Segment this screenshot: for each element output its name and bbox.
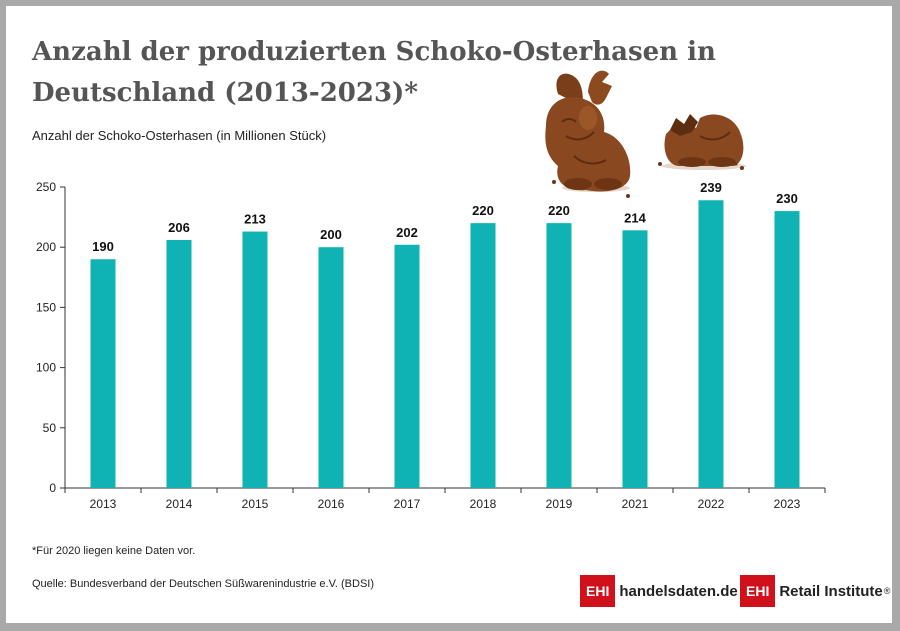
bar-2023: [774, 211, 800, 488]
x-tick-label-2016: 2016: [318, 497, 345, 511]
bar-2015: [242, 231, 268, 488]
bar-2019: [546, 223, 572, 488]
retail-institute-logo[interactable]: EHI Retail Institute ®: [740, 574, 890, 608]
handelsdaten-text: handelsdaten.de: [619, 582, 738, 600]
x-tick-label-2022: 2022: [698, 497, 725, 511]
infographic-card: Anzahl der produzierten Schoko-Osterhase…: [6, 6, 892, 623]
data-label-2021: 214: [624, 210, 646, 225]
bar-2022: [698, 200, 724, 488]
y-tick-label: 0: [49, 481, 56, 495]
bar-2017: [394, 244, 420, 488]
x-tick-label-2014: 2014: [166, 497, 193, 511]
x-tick-label-2018: 2018: [470, 497, 497, 511]
data-label-2023: 230: [776, 191, 798, 206]
data-label-2013: 190: [92, 239, 114, 254]
data-label-2022: 239: [700, 180, 722, 195]
data-label-2014: 206: [168, 220, 190, 235]
handelsdaten-logo[interactable]: EHI handelsdaten.de: [580, 574, 738, 608]
bar-2018: [470, 223, 496, 488]
y-axis-subtitle: Anzahl der Schoko-Osterhasen (in Million…: [32, 128, 327, 143]
footnote: *Für 2020 liegen keine Daten vor.: [32, 545, 196, 557]
x-tick-label-2017: 2017: [394, 497, 421, 511]
bar-2013: [90, 259, 116, 488]
bitten-bunny-icon: [658, 114, 746, 170]
data-label-2019: 220: [548, 203, 570, 218]
y-tick-label: 250: [36, 180, 56, 194]
data-label-2018: 220: [472, 203, 494, 218]
y-tick-label: 50: [43, 421, 57, 435]
data-label-2015: 213: [244, 212, 266, 227]
source-note: Quelle: Bundesverband der Deutschen Süßw…: [32, 578, 375, 590]
chocolate-bunnies-illustration: [545, 70, 746, 198]
bar-2021: [622, 230, 648, 488]
y-tick-label: 200: [36, 240, 56, 254]
chart-title: Anzahl der produzierten Schoko-Osterhase…: [32, 37, 716, 108]
x-tick-label-2013: 2013: [90, 497, 117, 511]
registered-mark: ®: [883, 586, 891, 596]
retail-institute-text: Retail Institute: [779, 582, 883, 600]
bar-chart: 0 50 100 150 200 250 190 2013 206 2014 213 2015 200 2…: [36, 180, 826, 511]
standing-bunny-icon: [545, 70, 631, 198]
x-tick-label-2015: 2015: [242, 497, 269, 511]
y-tick-label: 100: [36, 361, 56, 375]
y-tick-label: 150: [36, 300, 56, 314]
x-tick-label-2023: 2023: [774, 497, 801, 511]
x-tick-label-2019: 2019: [546, 497, 573, 511]
ehi-logo-box: EHI: [580, 575, 616, 607]
data-label-2016: 200: [320, 227, 342, 242]
data-label-2017: 202: [396, 225, 418, 240]
ehi-logo-box: EHI: [740, 575, 776, 607]
x-tick-label-2021: 2021: [622, 497, 649, 511]
bar-2014: [166, 239, 192, 488]
bar-2016: [318, 247, 344, 488]
